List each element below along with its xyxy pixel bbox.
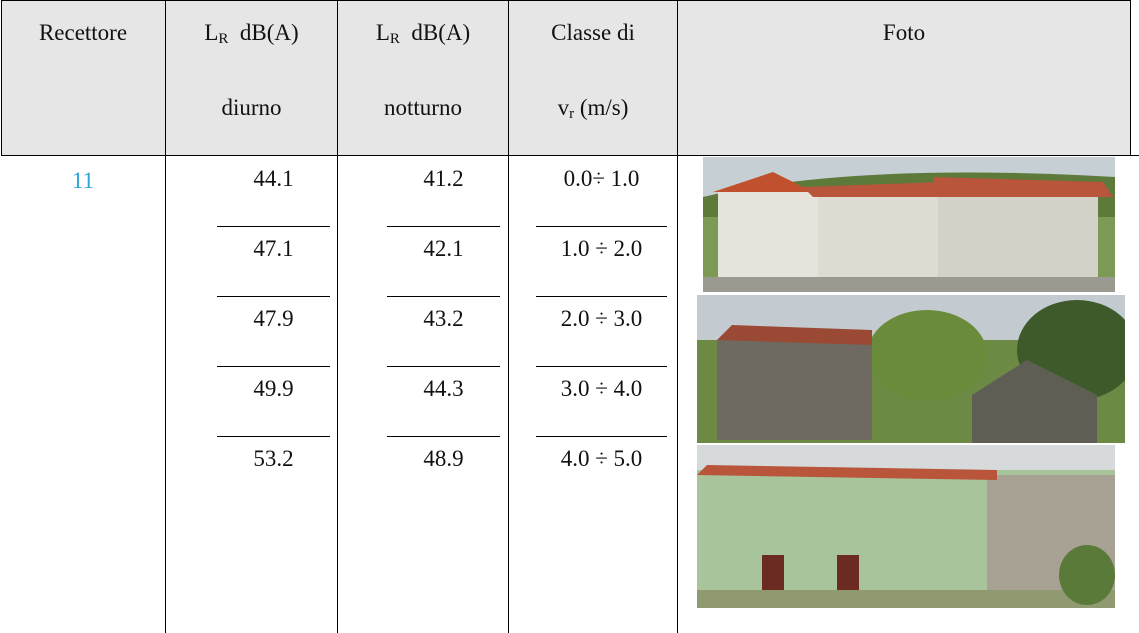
- cell-border: [217, 436, 330, 437]
- cell-border: [217, 366, 330, 367]
- cell-border: [387, 296, 500, 297]
- table-cell: 47.9: [253, 306, 294, 331]
- cell-border: [387, 436, 500, 437]
- table-cell: 53.2: [253, 446, 294, 471]
- header-cell: diurno: [221, 95, 282, 120]
- border: [1130, 0, 1131, 156]
- cell-border: [536, 436, 667, 437]
- table-cell: 49.9: [253, 376, 294, 401]
- header-text: R: [389, 31, 400, 47]
- header-text: L: [204, 20, 219, 45]
- table-cell: 1.0 ÷ 2.0: [560, 236, 643, 261]
- table-cell: 3.0 ÷ 4.0: [560, 376, 643, 401]
- cell-border: [536, 366, 667, 367]
- header-text: L: [375, 20, 390, 45]
- table-cell: 43.2: [423, 306, 464, 331]
- cell-border: [536, 226, 667, 227]
- header-cell: LR dB(A): [166, 20, 337, 48]
- header-text: v: [557, 95, 570, 120]
- table-cell: 42.1: [423, 236, 464, 261]
- table-cell: 47.1: [253, 236, 294, 261]
- table-cell: 0.0÷ 1.0: [563, 166, 640, 191]
- table-cell: 4.0 ÷ 5.0: [560, 446, 643, 471]
- header-text: R: [218, 31, 229, 47]
- header-text: r: [569, 106, 575, 122]
- header-cell: Recettore: [38, 20, 128, 45]
- border: [508, 0, 509, 633]
- header-text: dB(A): [239, 20, 299, 45]
- border: [1, 0, 1131, 1]
- header-cell: LR dB(A): [338, 20, 508, 48]
- photo: [697, 295, 1125, 443]
- table-cell: 48.9: [423, 446, 464, 471]
- header-cell: Classe di: [551, 20, 635, 45]
- photo: [697, 445, 1115, 608]
- header-cell: notturno: [384, 95, 462, 120]
- cell-border: [217, 226, 330, 227]
- cell-border: [387, 226, 500, 227]
- border: [677, 0, 678, 633]
- table-cell: 44.3: [423, 376, 464, 401]
- header-text: (m/s): [579, 95, 629, 120]
- header-text: dB(A): [411, 20, 471, 45]
- border: [165, 0, 166, 633]
- border: [1, 155, 1139, 156]
- cell-border: [217, 296, 330, 297]
- cell-border: [387, 366, 500, 367]
- border: [337, 0, 338, 633]
- header-background: [1, 0, 1130, 155]
- border: [1, 0, 2, 156]
- table-cell: 44.1: [253, 166, 294, 191]
- header-cell: Foto: [882, 20, 926, 45]
- recettore-id: 11: [71, 168, 95, 193]
- photo: [703, 157, 1115, 292]
- cell-border: [536, 296, 667, 297]
- table-cell: 41.2: [423, 166, 464, 191]
- table-cell: 2.0 ÷ 3.0: [560, 306, 643, 331]
- header-cell: vr (m/s): [509, 95, 677, 123]
